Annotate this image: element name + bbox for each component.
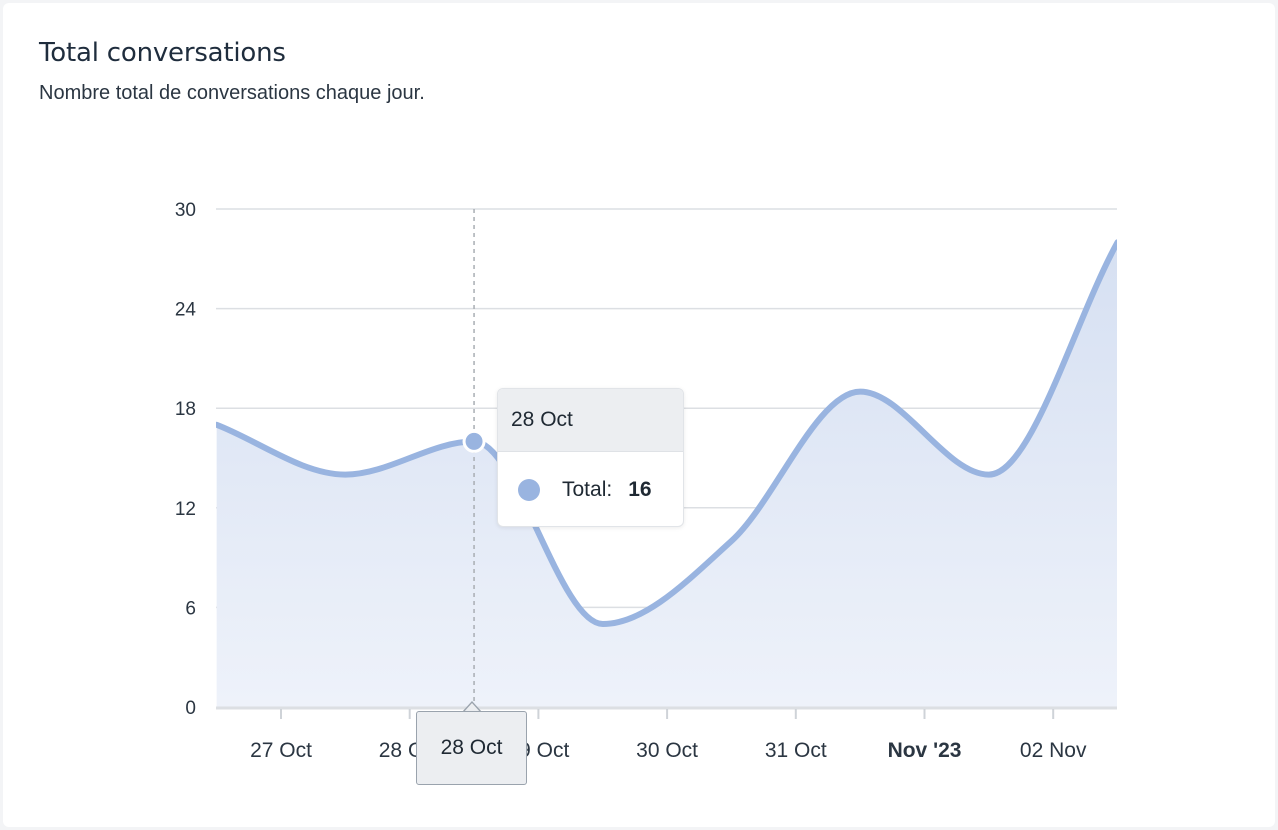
chart-title: Total conversations [39,38,286,68]
x-tick-label: 02 Nov [1020,739,1087,762]
hovered-point[interactable] [462,429,486,453]
chart-tooltip: 28 Oct Total: 16 [497,388,684,527]
x-axis [216,706,1117,719]
series-area [216,239,1117,707]
tooltip-row: Total: 16 [498,452,683,526]
y-tick-label: 6 [185,598,196,619]
crosshair-date-label: 28 Oct [416,711,527,785]
y-tick-label: 30 [175,200,196,221]
tooltip-series-label: Total: [562,477,613,501]
x-tick-label: 30 Oct [636,739,698,762]
tooltip-value: 16 [628,477,652,501]
chart-subtitle: Nombre total de conversations chaque jou… [39,82,425,104]
y-tick-label: 18 [175,399,196,420]
tooltip-date: 28 Oct [498,389,683,452]
y-tick-label: 12 [175,499,196,520]
crosshair [462,209,486,707]
x-axis-labels: 27 Oct 28 Oct 29 Oct 30 Oct 31 Oct Nov '23 02 … [250,739,1087,762]
x-tick-label: Nov '23 [888,739,962,762]
x-tick-label: 31 Oct [765,739,827,762]
y-tick-label: 0 [185,698,196,719]
series-line-total [216,239,1117,627]
y-axis-ticks: 0 6 12 18 24 30 [175,200,197,719]
y-tick-label: 24 [175,300,197,321]
x-tick-label: 27 Oct [250,739,312,762]
crosshair-label-arrow-fill [463,703,481,713]
series-color-dot [518,478,540,501]
area-fill [216,243,1117,707]
